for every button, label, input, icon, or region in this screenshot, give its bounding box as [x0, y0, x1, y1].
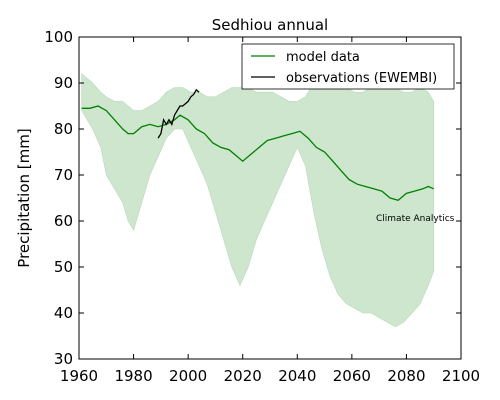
legend-label-model: model data	[286, 50, 360, 65]
y-tick-label: 80	[54, 120, 73, 138]
x-tick-label: 1960	[60, 367, 98, 385]
legend-label-observations: observations (EWEMBI)	[286, 71, 437, 86]
y-tick-label: 70	[54, 166, 73, 184]
plot-area	[81, 73, 434, 328]
y-tick-label: 30	[54, 350, 73, 368]
y-tick-label: 50	[54, 258, 73, 276]
x-tick-label: 2000	[169, 367, 207, 385]
y-tick-label: 90	[54, 74, 73, 92]
legend: model data observations (EWEMBI)	[241, 43, 455, 90]
x-tick-label: 1980	[114, 367, 152, 385]
watermark-annotation: Climate Analytics	[376, 214, 455, 224]
legend-box	[241, 43, 455, 90]
y-tick-label: 100	[44, 28, 73, 46]
y-tick-label: 60	[54, 212, 73, 230]
observations-line	[157, 88, 200, 139]
x-tick-label: 2040	[278, 367, 316, 385]
model-range-band	[81, 73, 434, 328]
x-tick-label: 2020	[224, 367, 262, 385]
x-tick-label: 2100	[442, 367, 480, 385]
y-axis-label: Precipitation [mm]	[15, 128, 33, 267]
model-data-line	[81, 105, 434, 202]
x-tick-label: 2060	[333, 367, 371, 385]
x-tick-label: 2080	[387, 367, 425, 385]
y-tick-label: 40	[54, 304, 73, 322]
plot-frame	[78, 36, 462, 360]
chart-title: Sedhiou annual	[212, 16, 328, 34]
x-axis-ticks: 1960 1980 2000 2020 2040 2060 2080 2100	[60, 37, 480, 385]
y-axis-ticks: 30 40 50 60 70 80 90 100	[44, 28, 461, 368]
